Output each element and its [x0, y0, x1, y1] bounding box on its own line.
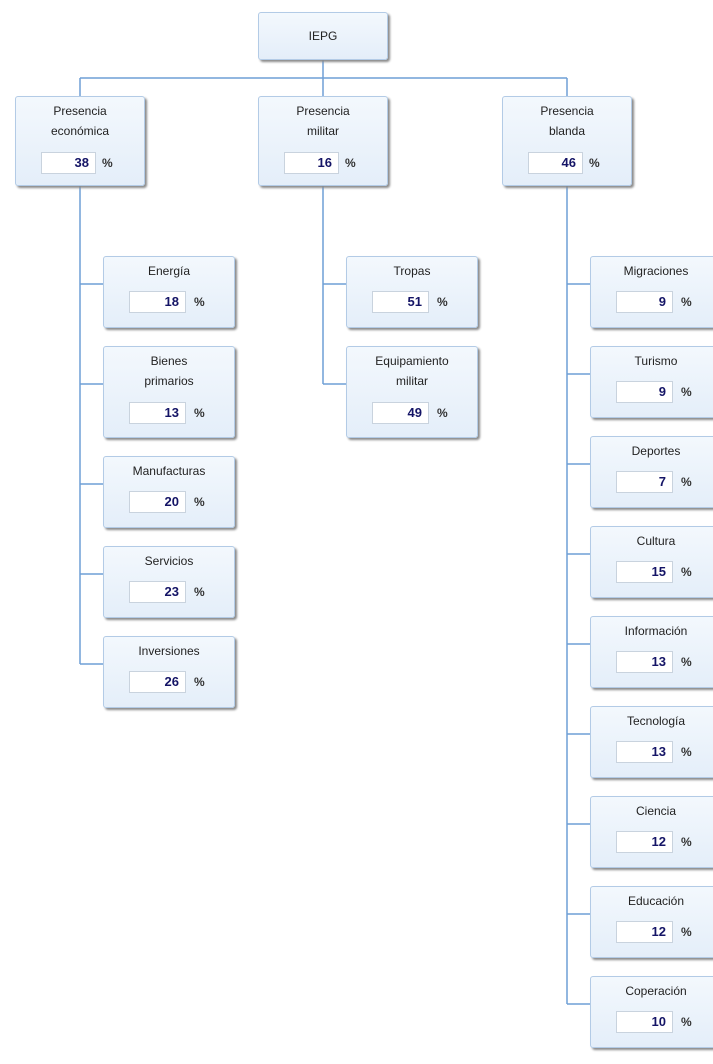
node-label: Ciencia: [635, 804, 677, 818]
unit-label: %: [437, 295, 448, 309]
value-field: 18: [129, 291, 186, 313]
value-field: 49: [372, 402, 429, 424]
unit-label: %: [194, 406, 205, 420]
node-label: Coperación: [625, 984, 687, 998]
value-field: 20: [129, 491, 186, 513]
child-node: Educación 12%: [590, 886, 713, 958]
node-label: Energía: [147, 264, 191, 278]
unit-label: %: [437, 406, 448, 420]
node-label: Información: [624, 624, 688, 638]
child-node: Equipamiento militar 49%: [346, 346, 478, 438]
node-label: Deportes: [631, 444, 681, 458]
node-label: Servicios: [144, 554, 194, 568]
group-node: Presencia económica 38%: [15, 96, 145, 186]
node-label: Tecnología: [626, 714, 686, 728]
value-field: 13: [616, 741, 673, 763]
unit-label: %: [681, 925, 692, 939]
value-field: 12: [616, 921, 673, 943]
child-node: Deportes 7%: [590, 436, 713, 508]
child-node: Bienes primarios 13%: [103, 346, 235, 438]
node-label: Presencia económica: [50, 104, 110, 138]
node-label: Presencia militar: [296, 104, 350, 138]
child-node: Información 13%: [590, 616, 713, 688]
unit-label: %: [589, 156, 600, 170]
node-label: Tropas: [393, 264, 431, 278]
value-field: 7: [616, 471, 673, 493]
node-label: Manufacturas: [132, 464, 206, 478]
child-node: Turismo 9%: [590, 346, 713, 418]
child-node: Inversiones 26%: [103, 636, 235, 708]
value-field: 10: [616, 1011, 673, 1033]
node-label: Bienes primarios: [144, 354, 194, 388]
value-field: 13: [616, 651, 673, 673]
node-label: Presencia blanda: [540, 104, 594, 138]
unit-label: %: [681, 475, 692, 489]
group-node: Presencia militar 16%: [258, 96, 388, 186]
unit-label: %: [102, 156, 113, 170]
node-label: IEPG: [308, 29, 338, 43]
unit-label: %: [681, 385, 692, 399]
value-field: 51: [372, 291, 429, 313]
value-field: 16: [284, 152, 339, 174]
node-label: Turismo: [634, 354, 678, 368]
node-label: Cultura: [636, 534, 676, 548]
child-node: Tecnología 13%: [590, 706, 713, 778]
child-node: Cultura 15%: [590, 526, 713, 598]
root-node: IEPG: [258, 12, 388, 60]
node-label: Educación: [627, 894, 685, 908]
child-node: Manufacturas 20%: [103, 456, 235, 528]
unit-label: %: [681, 1015, 692, 1029]
unit-label: %: [194, 295, 205, 309]
unit-label: %: [681, 835, 692, 849]
value-field: 23: [129, 581, 186, 603]
value-field: 9: [616, 291, 673, 313]
value-field: 38: [41, 152, 96, 174]
child-node: Ciencia 12%: [590, 796, 713, 868]
child-node: Migraciones 9%: [590, 256, 713, 328]
unit-label: %: [681, 655, 692, 669]
unit-label: %: [681, 295, 692, 309]
node-label: Migraciones: [623, 264, 689, 278]
unit-label: %: [681, 565, 692, 579]
value-field: 15: [616, 561, 673, 583]
child-node: Tropas 51%: [346, 256, 478, 328]
value-field: 9: [616, 381, 673, 403]
unit-label: %: [194, 495, 205, 509]
child-node: Servicios 23%: [103, 546, 235, 618]
child-node: Coperación 10%: [590, 976, 713, 1048]
unit-label: %: [194, 585, 205, 599]
unit-label: %: [681, 745, 692, 759]
unit-label: %: [194, 675, 205, 689]
node-label: Inversiones: [138, 644, 200, 658]
node-label: Equipamiento militar: [375, 354, 449, 388]
value-field: 46: [528, 152, 583, 174]
group-node: Presencia blanda 46%: [502, 96, 632, 186]
value-field: 13: [129, 402, 186, 424]
value-field: 12: [616, 831, 673, 853]
child-node: Energía 18%: [103, 256, 235, 328]
unit-label: %: [345, 156, 356, 170]
value-field: 26: [129, 671, 186, 693]
